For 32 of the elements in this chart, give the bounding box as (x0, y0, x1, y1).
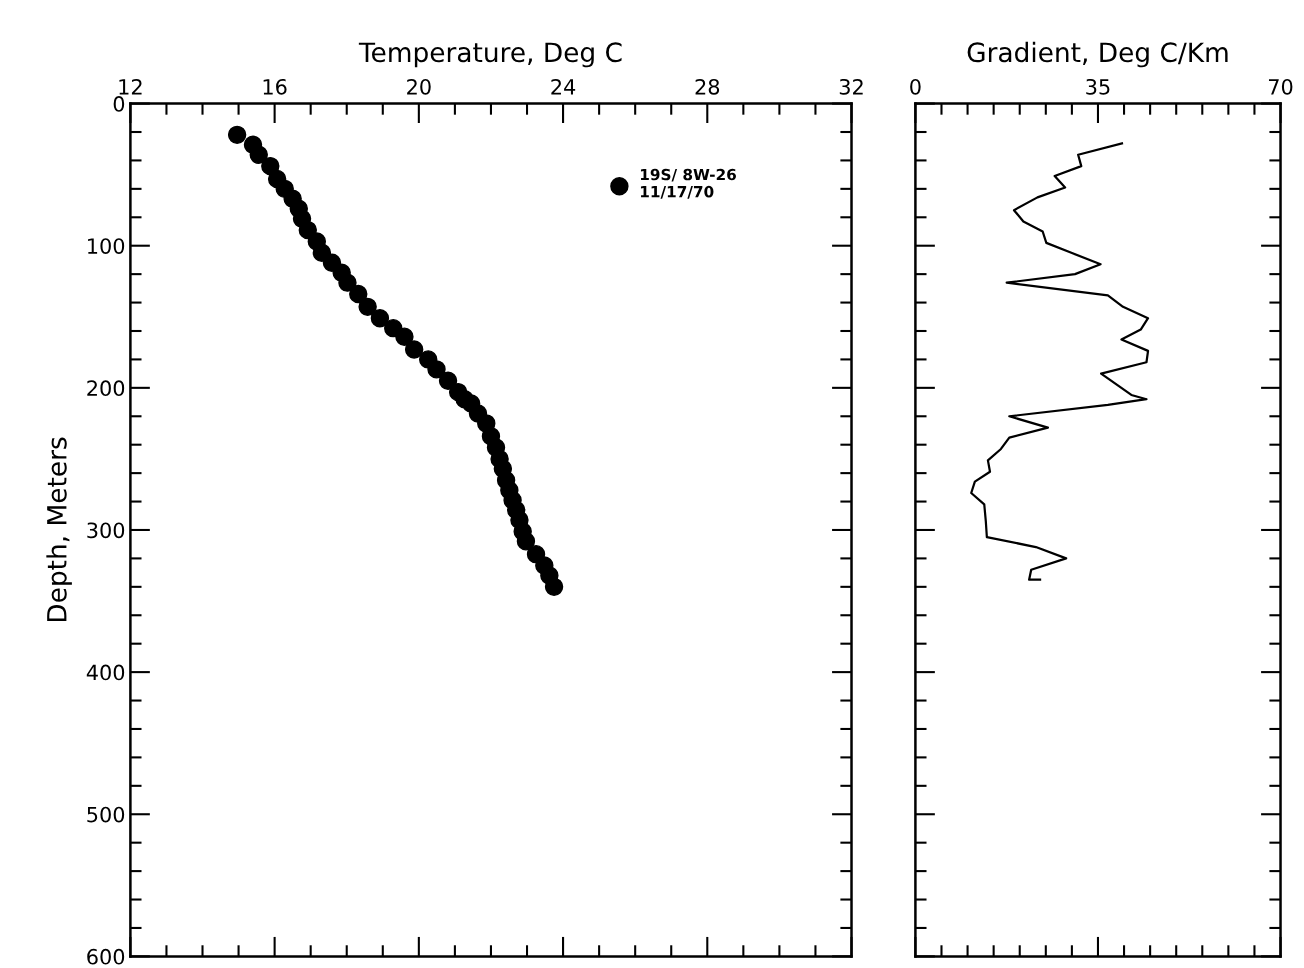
x-tick-label: 28 (695, 78, 720, 95)
x-tick-label: 16 (263, 78, 287, 95)
y-tick-label: 500 (87, 806, 125, 823)
point (404, 340, 424, 359)
point (358, 297, 377, 317)
x-tick-label: 12 (119, 78, 142, 95)
y-tick-label: 200 (87, 380, 125, 397)
point (370, 308, 390, 328)
y-axis-title: Depth, Meters (46, 437, 72, 622)
x-tick-label: 35 (1086, 78, 1110, 95)
y-tick-label: 300 (87, 522, 125, 539)
y-tick-label: 600 (87, 948, 125, 965)
point (395, 327, 414, 346)
point (427, 360, 446, 379)
point (349, 284, 368, 304)
point (516, 532, 536, 551)
point (338, 273, 357, 292)
point (438, 371, 458, 390)
x-tick-label: 70 (1268, 78, 1293, 95)
y-tick-label: 400 (86, 664, 125, 681)
point (544, 577, 564, 597)
y-tick-label: 0 (113, 96, 125, 112)
legend-label: 19S/ 8W-26 11/17/70 (640, 168, 736, 199)
x-tick-label: 32 (839, 78, 863, 95)
point (227, 125, 247, 145)
point (249, 145, 268, 164)
x-tick-label: 20 (407, 78, 431, 95)
x-tick-label: 24 (551, 78, 576, 95)
x-axis-title: Gradient, Deg C/Km (967, 41, 1228, 68)
x-axis-title: Temperature, Deg C (358, 42, 622, 68)
x-tick-label: 0 (910, 78, 921, 95)
y-tick-label: 100 (88, 238, 125, 254)
